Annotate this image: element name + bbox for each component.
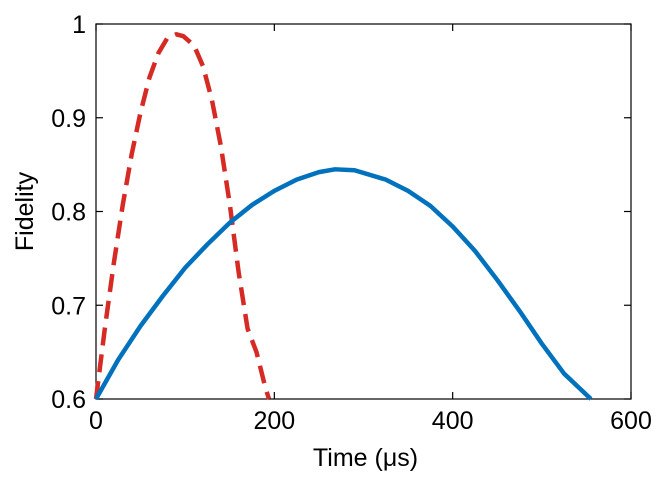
series-layer <box>93 32 593 401</box>
series-line-1 <box>93 32 272 400</box>
x-tick-label: 600 <box>610 407 652 435</box>
y-tick-label: 1 <box>72 11 86 39</box>
y-axis-label: Fidelity <box>11 171 39 251</box>
y-tick-label: 0.7 <box>51 292 86 320</box>
x-tick-label: 400 <box>432 407 474 435</box>
x-tick-label: 0 <box>89 407 103 435</box>
plot-frame <box>95 23 632 400</box>
x-tick-label: 200 <box>253 407 295 435</box>
y-tick-label: 0.6 <box>51 386 86 414</box>
y-tick-label: 0.9 <box>51 105 86 133</box>
ticks-layer: 0 200 400 600 0.6 0.7 0.8 0.9 1 <box>51 11 652 435</box>
y-tick-label: 0.8 <box>51 199 86 227</box>
series-line-2 <box>94 167 593 401</box>
x-axis-label: Time (μs) <box>313 444 418 472</box>
